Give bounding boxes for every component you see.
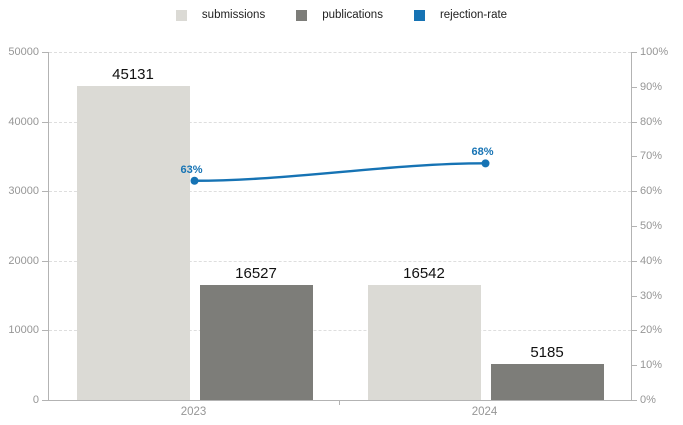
gridline-50000 [49,52,631,53]
right-axis-tick [631,86,637,88]
legend-item-submissions[interactable]: submissions [175,9,266,21]
right-axis-label: 50% [640,220,663,232]
legend-item-publications[interactable]: publications [296,9,383,21]
category-group-2024: 16542 5185 [340,52,631,400]
left-axis-label: 50000 [8,46,39,58]
x-axis-label-2024: 2024 [471,406,498,418]
legend-swatch-publications-icon [296,9,308,21]
bar-submissions-2024 [367,284,481,400]
gridline-40000 [49,121,631,123]
left-axis-label: 30000 [8,185,39,198]
right-axis-tick [631,52,637,53]
bar-unit-publications-2023: 16527 [199,52,313,400]
gridline-30000 [49,191,631,193]
right-axis-label: 10% [640,359,663,372]
left-axis-tick [42,121,48,123]
left-axis-tick [42,52,48,53]
right-axis-label: 20% [640,324,663,337]
bar-submissions-2023 [76,85,190,400]
legend-swatch-rejection-rate-icon [413,9,425,21]
right-axis-label: 40% [640,254,663,267]
bar-value-label-submissions-2024: 16542 [403,264,445,282]
right-axis-tick [631,400,637,401]
legend-swatch-submissions-icon [175,9,187,21]
bar-publications-2024 [490,363,604,400]
right-axis-label: 100% [640,46,669,58]
legend-label-publications: publications [322,9,383,21]
gridline-20000 [49,260,631,262]
right-axis-tick [631,156,637,158]
right-axis-label: 0% [640,394,656,406]
right-axis-tick [631,260,637,262]
right-axis-tick [631,330,637,332]
left-axis-label: 20000 [8,254,39,267]
line-point-label-2024: 68% [471,146,494,159]
legend-label-submissions: submissions [201,9,266,21]
right-axis-label: 90% [640,80,663,93]
left-axis-tick [42,330,48,332]
right-axis-tick [631,226,637,227]
bar-unit-submissions-2024: 16542 [367,52,481,400]
left-axis-tick [42,400,48,401]
x-axis-tick [339,401,340,405]
right-axis-tick [631,365,637,367]
bar-value-label-publications-2024: 5185 [530,343,564,361]
left-axis-label: 0 [32,394,39,406]
legend-item-rejection-rate[interactable]: rejection-rate [413,9,508,21]
legend-label-rejection-rate: rejection-rate [439,9,508,21]
right-axis-tick [631,121,637,123]
bar-unit-publications-2024: 5185 [490,52,604,400]
bar-value-label-submissions-2023: 45131 [112,65,154,83]
gridline-10000 [49,330,631,332]
left-axis-tick [42,191,48,193]
right-axis-label: 60% [640,185,663,198]
plot-area: 45131 16527 16542 5185 [48,52,632,401]
x-axis-label-2023: 2023 [180,406,207,418]
legend: submissions publications rejection-rate [0,9,683,21]
left-axis-label: 10000 [8,324,39,337]
bar-value-label-publications-2023: 16527 [235,264,277,282]
category-group-2023: 45131 16527 [49,52,340,400]
left-axis-label: 40000 [8,115,39,128]
bar-publications-2023 [199,284,313,400]
bars-layer: 45131 16527 16542 5185 [49,52,631,400]
right-axis-tick [631,191,637,193]
right-axis-tick [631,295,637,297]
left-axis-tick [42,260,48,262]
line-point-label-2023: 63% [180,163,203,176]
right-axis-label: 70% [640,150,663,163]
bar-unit-submissions-2023: 45131 [76,52,190,400]
right-axis-label: 30% [640,289,663,302]
right-axis-label: 80% [640,115,663,128]
